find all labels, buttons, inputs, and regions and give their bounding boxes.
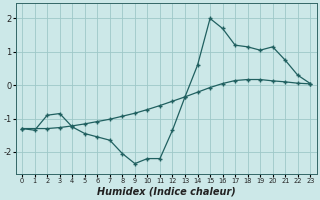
- X-axis label: Humidex (Indice chaleur): Humidex (Indice chaleur): [97, 187, 236, 197]
